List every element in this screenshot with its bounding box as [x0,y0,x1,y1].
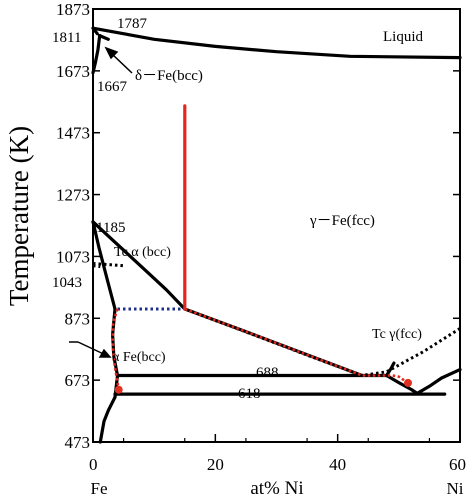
phase-line-solid-black-1 [91,26,99,36]
red-point-marker [404,378,413,387]
label-1787: 1787 [117,16,148,32]
phase-line-solid-black-9 [98,395,117,444]
y-tick-label: 1873 [56,0,90,19]
phase-line-solid-black-12 [385,373,419,395]
phase-line-solid-black-6 [91,220,117,311]
x-tick-label: 60 [449,455,466,474]
arrow-alpha-head [98,348,112,358]
label-1043: 1043 [52,275,82,291]
y-axis-title: Temperature (K) [4,126,34,306]
x-end-label-ni: Ni [447,479,464,498]
axes: 473 673 873 1073 1273 1473 1673 1873 0 20 40 60 [56,0,466,474]
y-tick-label: 673 [65,371,91,390]
label-tc-gamma: Tc γ(fcc) [372,327,422,342]
series-layer [91,26,462,444]
label-688: 688 [256,365,279,381]
phase-line-solid-black-0 [91,26,462,60]
marker-layer [114,378,413,394]
x-axis-title: at% Ni [250,478,303,499]
phase-line-solid-black-4 [91,220,187,311]
label-gamma-fe: γ－Fe(fcc) [309,213,375,229]
y-tick-label: 1473 [56,124,90,143]
phase-line-solid-black-14 [415,368,462,395]
phase-line-solid-black-2 [91,34,102,75]
phase-line-dotted-red-19 [184,307,409,384]
phase-line-dotted-red-20 [111,308,120,390]
label-1811: 1811 [52,30,81,46]
y-tick-label: 1273 [56,186,90,205]
phase-line-dotted-black-17 [184,307,461,377]
label-618: 618 [238,386,261,402]
phase-line-solid-black-11 [385,361,396,378]
y-tick-label: 1673 [56,62,90,81]
label-1185: 1185 [96,220,125,236]
label-liquid: Liquid [383,29,423,45]
phase-line-dotted-black-16 [92,264,101,269]
y-tick-label: 473 [65,433,91,452]
y-tick-label: 1073 [56,247,90,266]
x-end-label-fe: Fe [91,479,108,498]
arrow-delta-head [104,46,119,60]
y-tick-label: 873 [65,309,91,328]
label-delta-fe: δ－Fe(bcc) [135,68,203,84]
label-layer: Temperature (K) at% Ni Fe Ni Liquid 1811… [4,16,464,499]
label-tc-alpha: Tc α (bcc) [114,245,171,260]
x-tick-label: 40 [329,455,346,474]
label-1667: 1667 [97,79,128,95]
annotation-arrows [69,46,133,358]
x-tick-label: 20 [207,455,224,474]
phase-line-solid-black-3 [98,34,110,41]
red-point-marker [114,385,123,394]
arrow-delta-line [111,53,133,74]
x-tick-label: 0 [89,455,98,474]
phase-line-dotted-black-15 [92,262,124,268]
label-alpha-fe: α Fe(bcc) [112,350,166,365]
